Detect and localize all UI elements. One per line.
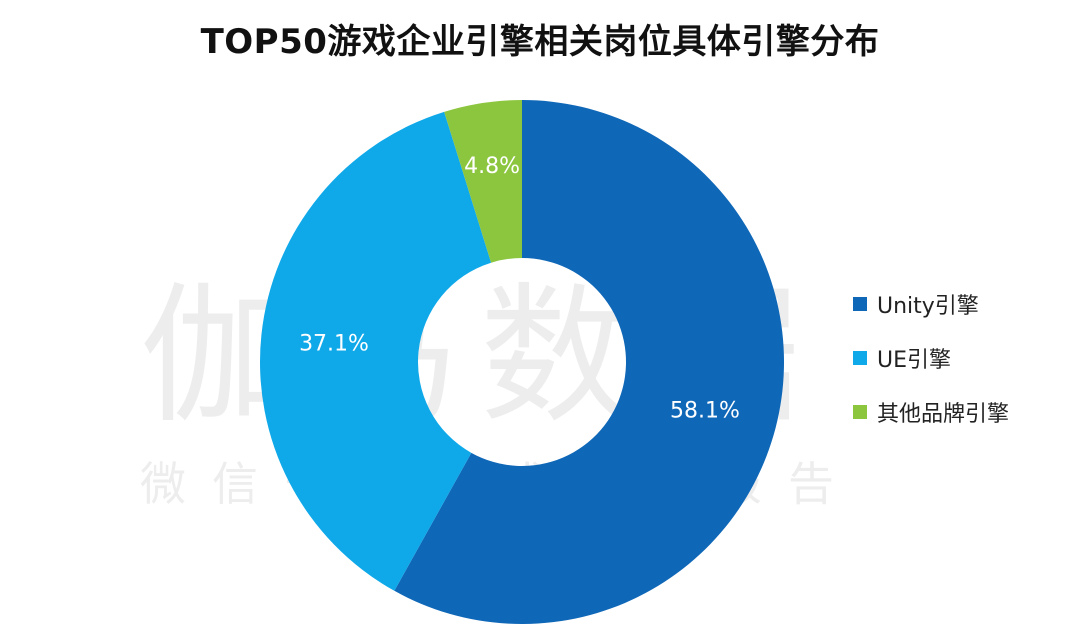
legend-swatch [853, 351, 867, 365]
label-ue: 37.1% [299, 331, 369, 356]
legend-item-ue: UE引擎 [853, 340, 1009, 376]
legend-label: 其他品牌引擎 [877, 402, 1010, 427]
legend-label: UE引擎 [877, 348, 952, 373]
label-unity: 58.1% [670, 399, 740, 424]
legend-swatch [853, 405, 867, 419]
legend-item-unity: Unity引擎 [853, 286, 1009, 322]
chart-legend: Unity引擎 UE引擎 其他品牌引擎 [853, 286, 1009, 430]
slice-ue [260, 111, 492, 591]
donut-labels: 58.1% 37.1% 4.8% [299, 154, 740, 423]
label-other: 4.8% [464, 154, 520, 179]
chart-title: TOP50游戏企业引擎相关岗位具体引擎分布 [200, 22, 880, 62]
slice-other [444, 100, 522, 263]
legend-label: Unity引擎 [877, 294, 979, 319]
legend-item-other: 其他品牌引擎 [853, 394, 1009, 430]
donut-slices [260, 100, 785, 624]
slice-unity [394, 100, 785, 624]
legend-swatch [853, 297, 867, 311]
